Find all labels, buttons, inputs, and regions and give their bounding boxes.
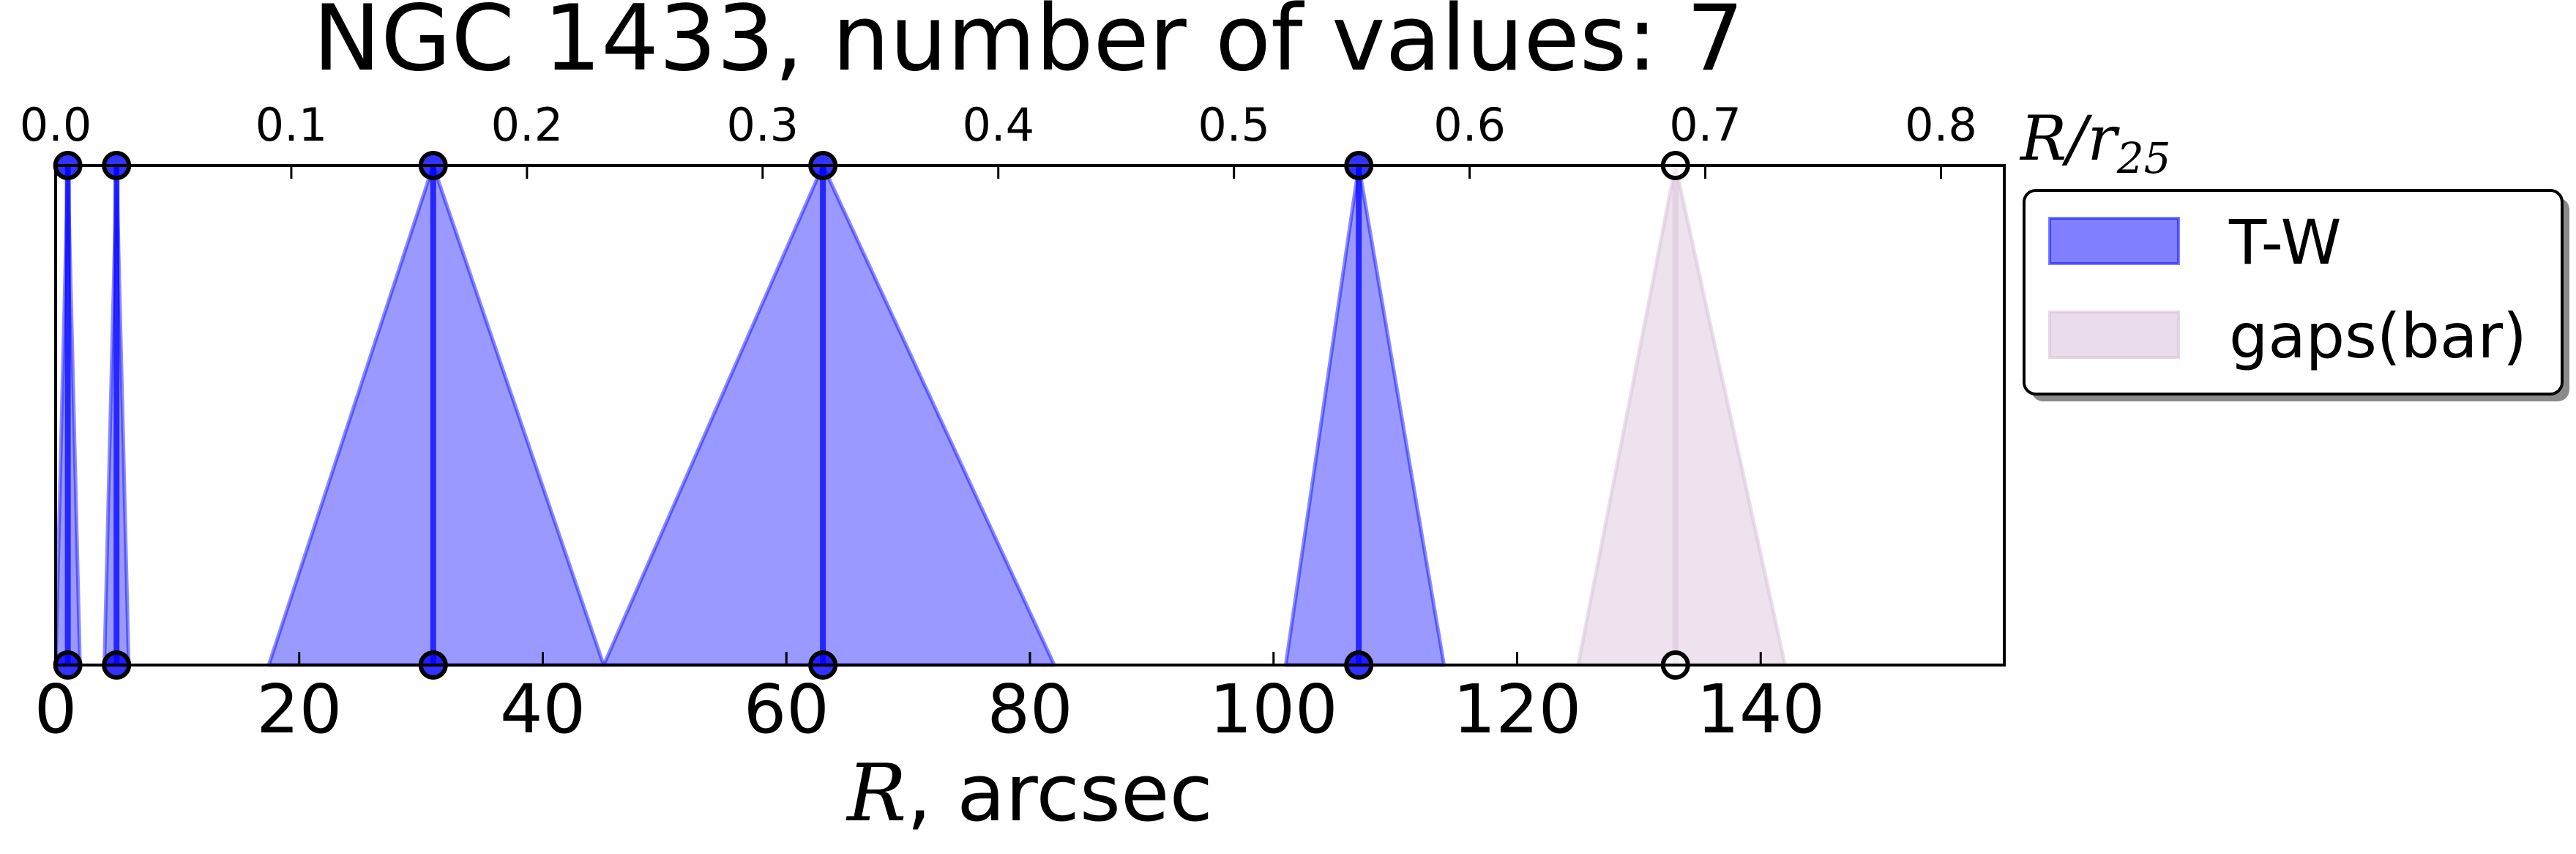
legend-label-gaps: gaps(bar) <box>2229 300 2527 372</box>
x-tick-label-2: 40 <box>500 670 586 749</box>
top-tick-label-1: 0.1 <box>255 98 328 152</box>
top-axis-label-sub: 25 <box>2116 133 2171 183</box>
legend-swatch-tw <box>2048 217 2180 265</box>
top-tick-label-4: 0.4 <box>962 98 1034 152</box>
x-tick-label-5: 100 <box>1209 670 1338 749</box>
chart-title: NGC 1433, number of values: 7 <box>313 0 1744 92</box>
series-0-mark-3 <box>602 151 1056 680</box>
x-tick-label-7: 140 <box>1696 670 1825 749</box>
top-axis: 0.0 0.1 0.2 0.3 0.4 0.5 0.6 0.7 0.8 <box>20 98 1977 179</box>
x-tick-label-3: 60 <box>744 670 829 749</box>
top-axis-label-main: R/r <box>2019 103 2121 174</box>
x-tick-label-1: 20 <box>256 670 342 749</box>
series-0-triangle-4 <box>1283 163 1446 667</box>
series-0-mark-2 <box>266 151 606 680</box>
x-tick-label-6: 120 <box>1453 670 1582 749</box>
x-tick-label-4: 80 <box>987 670 1072 749</box>
x-axis-label-math: R <box>845 748 906 839</box>
x-tick-label-0: 0 <box>34 670 78 749</box>
series-1-mark-0 <box>1576 151 1788 680</box>
x-axis-label-unit: , arcsec <box>906 748 1212 839</box>
top-tick-label-2: 0.2 <box>491 98 564 152</box>
series-0-mark-0 <box>53 151 83 680</box>
bottom-axis: 0 20 40 60 80 100 120 140 <box>34 652 1825 749</box>
top-tick-label-5: 0.5 <box>1198 98 1270 152</box>
top-tick-label-3: 0.3 <box>727 98 799 152</box>
series-0-mark-4 <box>1283 151 1446 680</box>
top-tick-label-6: 0.6 <box>1433 98 1506 152</box>
series-1-triangle-0 <box>1576 163 1788 667</box>
top-axis-label: R/r25 <box>2019 103 2171 183</box>
legend-label-tw: T-W <box>2228 207 2342 278</box>
legend-swatch-gaps <box>2048 311 2180 359</box>
chart-marks <box>53 151 1788 680</box>
top-tick-label-0: 0.0 <box>20 98 92 152</box>
series-0-triangle-2 <box>266 163 606 667</box>
series-0-mark-1 <box>102 151 132 680</box>
x-axis-label: R, arcsec <box>845 748 1213 839</box>
legend: T-W gaps(bar) <box>2023 189 2569 401</box>
top-tick-label-8: 0.8 <box>1905 98 1977 152</box>
top-tick-label-7: 0.7 <box>1669 98 1741 152</box>
series-0-triangle-3 <box>602 163 1056 667</box>
